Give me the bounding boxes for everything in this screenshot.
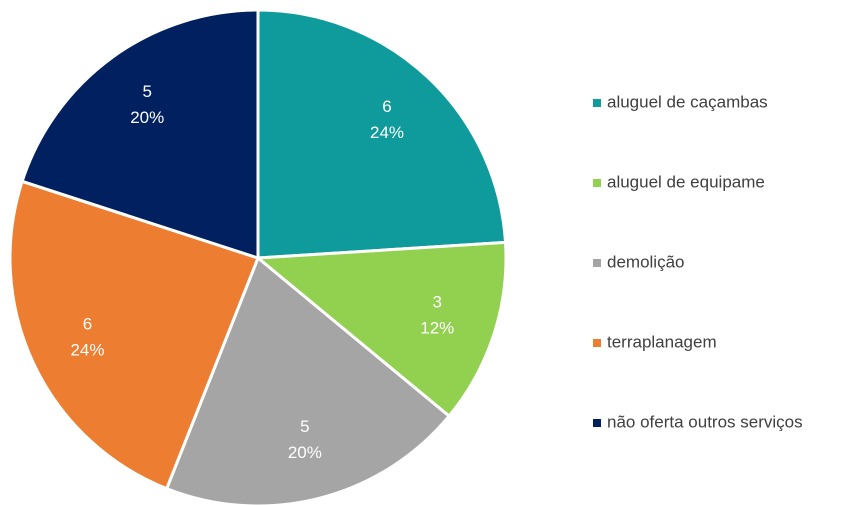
value-label: 3 (433, 293, 442, 312)
legend-label: terraplanagem (607, 332, 717, 351)
pie (8, 8, 508, 505)
data-labels: 6 24% 3 12% 5 20% 6 24% 5 20% (70, 82, 454, 462)
value-label: 5 (300, 417, 309, 436)
legend-swatch (593, 179, 601, 187)
value-label: 6 (83, 315, 92, 334)
percent-label: 20% (288, 443, 322, 462)
legend-swatch (593, 259, 601, 267)
pie-slice (164, 255, 452, 505)
pie-slice (8, 179, 260, 491)
legend-label: demolição (607, 252, 685, 271)
pie-slice (254, 240, 508, 419)
legend-label: aluguel de caçambas (607, 92, 768, 111)
legend-swatch (593, 419, 601, 427)
pie-slice (20, 8, 260, 261)
legend: aluguel de caçambas aluguel de equipame de… (593, 92, 803, 431)
legend-swatch (593, 339, 601, 347)
percent-label: 24% (70, 341, 104, 360)
percent-label: 24% (370, 123, 404, 142)
value-label: 6 (382, 97, 391, 116)
legend-label: aluguel de equipame (607, 172, 765, 191)
legend-label: não oferta outros serviços (607, 412, 803, 431)
percent-label: 12% (420, 319, 454, 338)
legend-swatch (593, 99, 601, 107)
percent-label: 20% (130, 108, 164, 127)
value-label: 5 (142, 82, 151, 101)
pie-slice (256, 8, 508, 260)
